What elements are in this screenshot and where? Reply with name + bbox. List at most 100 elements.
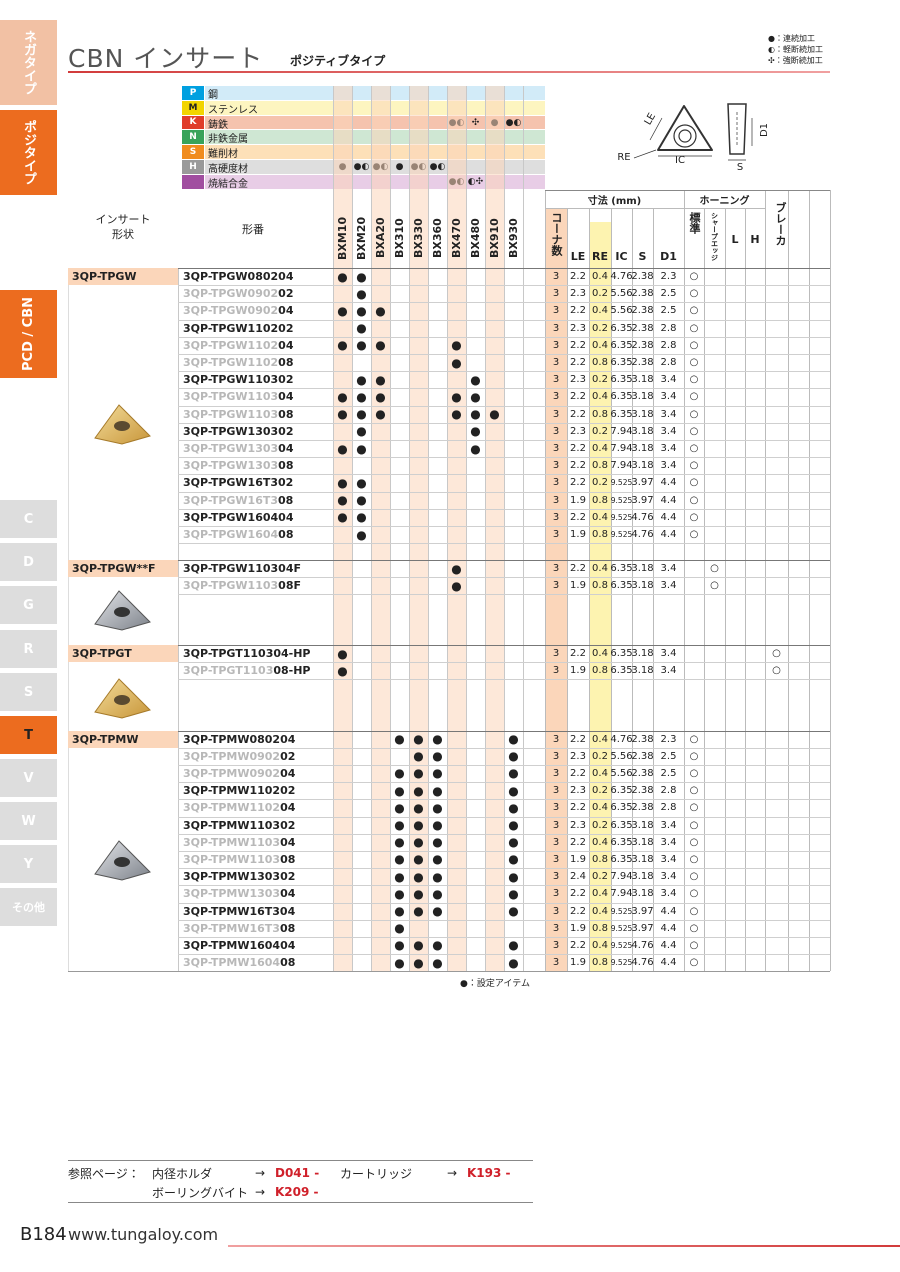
dim-value: 1.9 [570, 957, 586, 969]
code-prefix: 3QP-TPGW1303 [183, 442, 279, 456]
dim-value: 3.18 [631, 563, 654, 575]
rule [466, 86, 467, 971]
grade-mark: ● [337, 407, 348, 422]
product-code: 3QP-TPGW0902 02 [183, 285, 333, 302]
dim-value: 3 [552, 425, 560, 437]
dim-value: 2.38 [631, 271, 654, 283]
dim-value: 4.4 [660, 511, 677, 523]
honing-mark: ○ [689, 460, 699, 472]
legend-item: ✣：強断続加工 [768, 56, 823, 65]
code-suffix: 04 [280, 887, 296, 901]
dim-value: 0.4 [592, 905, 608, 917]
dim-value: 3.18 [631, 836, 654, 848]
product-code: 3QP-TPGW16T3 08 [183, 492, 333, 509]
code-prefix: 3QP-TPGW1604 [183, 528, 279, 542]
rule [523, 86, 524, 971]
code-suffix: 04 [278, 304, 294, 318]
grade-header: BXM20 [355, 216, 368, 260]
dimension-header: 寸法 (mm) [587, 195, 642, 207]
dim-value: 7.94 [610, 425, 633, 437]
product-code: 3QP-TPGT110304-HP [183, 645, 333, 662]
rule [68, 971, 830, 972]
grade-mark: ● [413, 955, 424, 970]
dim-value: 2.3 [570, 819, 586, 831]
grade-mark: ● [356, 527, 367, 542]
grade-mark: ● [356, 424, 367, 439]
legend-item: ◐：軽断続加工 [768, 45, 823, 54]
grade-mark: ● [356, 286, 367, 301]
dim-value: 3 [552, 750, 560, 762]
dim-value: 2.5 [660, 288, 677, 300]
dim-value: 5.56 [610, 767, 633, 779]
dim-value: 3.4 [660, 819, 677, 831]
product-code: 3QP-TPGT1103 08-HP [183, 662, 333, 679]
rule [178, 371, 830, 373]
product-code: 3QP-TPGW110202 [183, 320, 333, 337]
ref-name: カートリッジ [340, 1166, 413, 1181]
code-suffix: 04 [278, 390, 294, 404]
shape-header: 形状 [112, 228, 134, 241]
dim-value: 0.4 [592, 888, 608, 900]
grade-stripe [447, 86, 466, 971]
dim-value: 0.4 [592, 271, 608, 283]
honing-mark: ○ [689, 871, 699, 883]
rule [178, 319, 830, 321]
dim-value: 3.18 [631, 408, 654, 420]
code-suffix: 02 [278, 287, 294, 301]
product-code: 3QP-TPMW110202 [183, 782, 333, 799]
dim-value: 3 [552, 305, 560, 317]
rule [178, 526, 830, 527]
material-mark: ◐✣ [467, 177, 484, 188]
grade-mark: ● [432, 732, 443, 747]
dim-value: 3 [552, 580, 560, 592]
grade-mark: ● [470, 372, 481, 387]
dim-value: 0.8 [592, 580, 608, 592]
code: 3QP-TPGW080204 [183, 270, 294, 284]
dim-value: 9.525 [610, 478, 633, 488]
dim-value: 0.8 [592, 922, 608, 934]
grade-mark: ● [413, 800, 424, 815]
honing-mark: ○ [689, 767, 699, 779]
rule [809, 190, 810, 971]
rule [447, 86, 448, 971]
rule [611, 208, 612, 971]
dim-value: 6.35 [610, 836, 633, 848]
diagram-label: RE [617, 151, 631, 163]
dim-value: 3.4 [660, 871, 677, 883]
grade-mark: ● [432, 852, 443, 867]
dim-value: 3 [552, 733, 560, 745]
grade-mark: ● [337, 441, 348, 456]
grade-mark: ● [413, 783, 424, 798]
product-code: 3QP-TPMW130302 [183, 868, 333, 885]
diagram-label: D1 [758, 122, 770, 138]
dim-value: 0.4 [592, 939, 608, 951]
footnote: ●：設定アイテム [460, 978, 530, 989]
dim-value: 3 [552, 443, 560, 455]
ref-page: K209 - [275, 1185, 319, 1199]
grade-mark: ● [508, 904, 519, 919]
dim-value: 2.38 [631, 305, 654, 317]
rule [178, 508, 830, 510]
dim-value: 2.3 [570, 322, 586, 334]
material-code [182, 174, 204, 190]
grade-mark: ● [508, 783, 519, 798]
grade-mark: ● [470, 441, 481, 456]
grade-mark: ● [451, 578, 462, 593]
dim-value: 0.2 [592, 750, 608, 762]
dim-value: 2.5 [660, 305, 677, 317]
dim-value: 2.2 [570, 905, 586, 917]
dim-value: 6.35 [610, 802, 633, 814]
grade-header: BX930 [507, 218, 520, 258]
honing-col-header: 標準 [688, 212, 701, 234]
dim-value: 2.2 [570, 305, 586, 317]
grade-mark: ● [508, 886, 519, 901]
dim-value: 1.9 [570, 853, 586, 865]
grade-mark: ● [432, 938, 443, 953]
ref-arrow: → [255, 1185, 266, 1199]
dim-value: 1.9 [570, 922, 586, 934]
dim-value: 3.18 [631, 425, 654, 437]
material-name: 難削材 [208, 149, 238, 161]
grade-header: BX480 [469, 218, 482, 258]
rule [178, 302, 830, 304]
grade-mark: ● [413, 886, 424, 901]
